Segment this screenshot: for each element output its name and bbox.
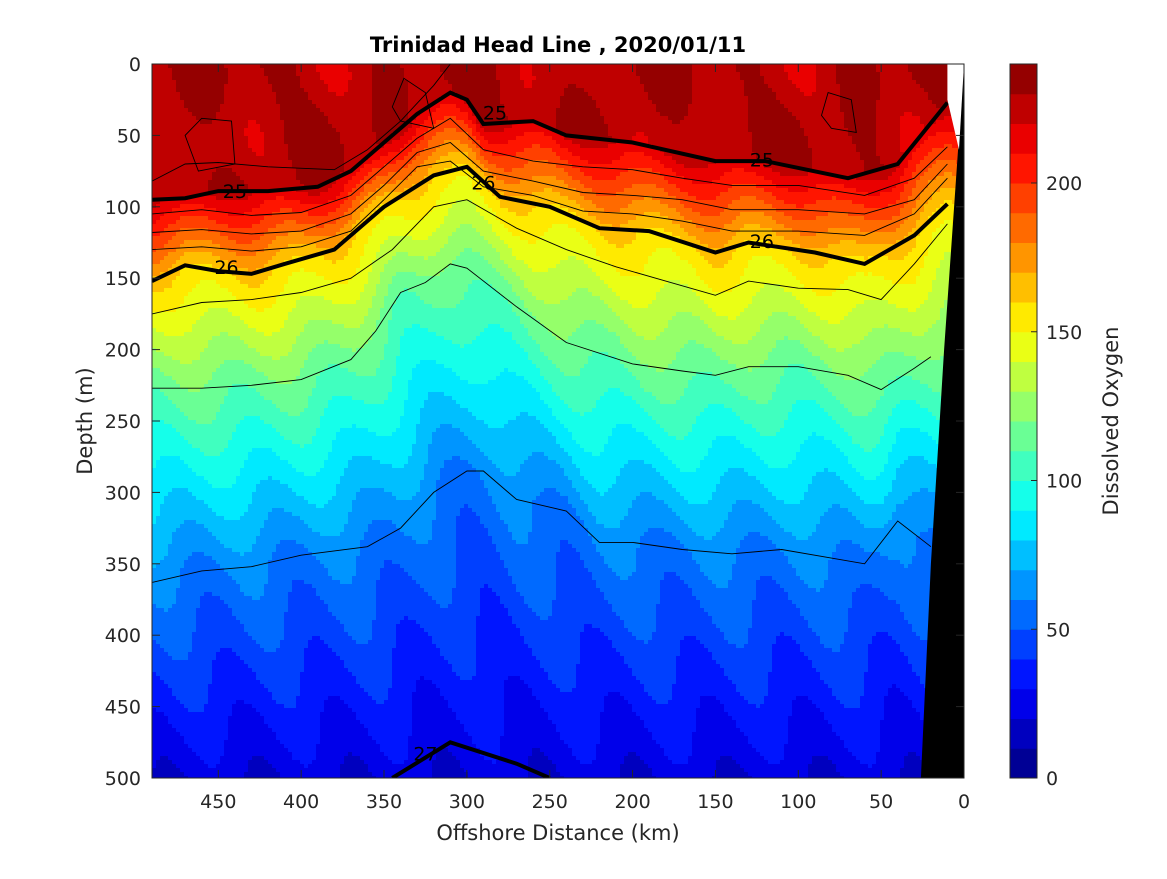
colorbar-swatch — [1010, 629, 1037, 659]
colorbar-swatch — [1010, 124, 1037, 154]
x-tick-label: 450 — [200, 791, 236, 813]
y-tick-label: 250 — [105, 411, 141, 433]
chart-title: Trinidad Head Line , 2020/01/11 — [370, 33, 746, 57]
colorbar-swatch — [1010, 659, 1037, 689]
isopycnal-label: 26 — [471, 173, 495, 195]
chart-svg: Trinidad Head Line , 2020/01/11 Offshore… — [0, 0, 1167, 875]
colorbar-swatch — [1010, 94, 1037, 124]
colorbar-tick-label: 50 — [1046, 619, 1070, 641]
colorbar-swatch — [1010, 213, 1037, 243]
isopycnal-label: 26 — [750, 231, 774, 253]
x-tick-label: 50 — [869, 791, 893, 813]
isopycnal-label: 25 — [750, 150, 774, 172]
x-tick-label: 350 — [366, 791, 402, 813]
colorbar-tick-label: 200 — [1046, 173, 1082, 195]
colorbar-swatch — [1010, 272, 1037, 302]
colorbar-swatch — [1010, 689, 1037, 719]
oxygen-field — [152, 64, 965, 781]
colorbar-swatch — [1010, 570, 1037, 600]
y-tick-label: 150 — [105, 268, 141, 290]
colorbar-tick-label: 100 — [1046, 471, 1082, 493]
colorbar-tick-label: 150 — [1046, 322, 1082, 344]
colorbar-swatch — [1010, 183, 1037, 213]
colorbar-swatch — [1010, 748, 1037, 778]
colorbar-swatch — [1010, 332, 1037, 362]
x-tick-label: 100 — [780, 791, 816, 813]
y-tick-label: 0 — [129, 54, 141, 76]
y-tick-label: 350 — [105, 554, 141, 576]
colorbar-swatch — [1010, 64, 1037, 94]
x-tick-label: 300 — [449, 791, 485, 813]
colorbar-swatch — [1010, 153, 1037, 183]
y-tick-label: 50 — [117, 125, 141, 147]
x-axis-label: Offshore Distance (km) — [436, 821, 679, 845]
colorbar-swatch — [1010, 421, 1037, 451]
x-tick-label: 200 — [614, 791, 650, 813]
isopycnal-label: 26 — [214, 257, 238, 279]
y-tick-label: 500 — [105, 768, 141, 790]
colorbar-swatch — [1010, 510, 1037, 540]
x-tick-label: 0 — [958, 791, 970, 813]
y-tick-label: 400 — [105, 625, 141, 647]
colorbar-swatch — [1010, 391, 1037, 421]
x-tick-label: 400 — [283, 791, 319, 813]
colorbar-label: Dissolved Oxygen — [1099, 327, 1123, 516]
colorbar-swatch — [1010, 302, 1037, 332]
colorbar-swatch — [1010, 481, 1037, 511]
colorbar-swatch — [1010, 540, 1037, 570]
x-tick-label: 150 — [697, 791, 733, 813]
isopycnal-label: 25 — [483, 103, 507, 125]
colorbar: 0 50 100 150 200 — [1010, 64, 1082, 790]
x-tick-label: 250 — [532, 791, 568, 813]
y-tick-label: 100 — [105, 197, 141, 219]
chart-figure: Trinidad Head Line , 2020/01/11 Offshore… — [0, 0, 1167, 875]
y-tick-label: 200 — [105, 340, 141, 362]
colorbar-swatch — [1010, 451, 1037, 481]
y-tick-label: 450 — [105, 697, 141, 719]
colorbar-swatch — [1010, 362, 1037, 392]
y-axis-label: Depth (m) — [73, 367, 97, 474]
colorbar-swatch — [1010, 719, 1037, 749]
isopycnal-label: 27 — [413, 744, 437, 766]
colorbar-swatch — [1010, 243, 1037, 273]
isopycnal-label: 25 — [223, 181, 247, 203]
colorbar-tick-label: 0 — [1046, 768, 1058, 790]
colorbar-swatch — [1010, 600, 1037, 630]
y-tick-label: 300 — [105, 482, 141, 504]
